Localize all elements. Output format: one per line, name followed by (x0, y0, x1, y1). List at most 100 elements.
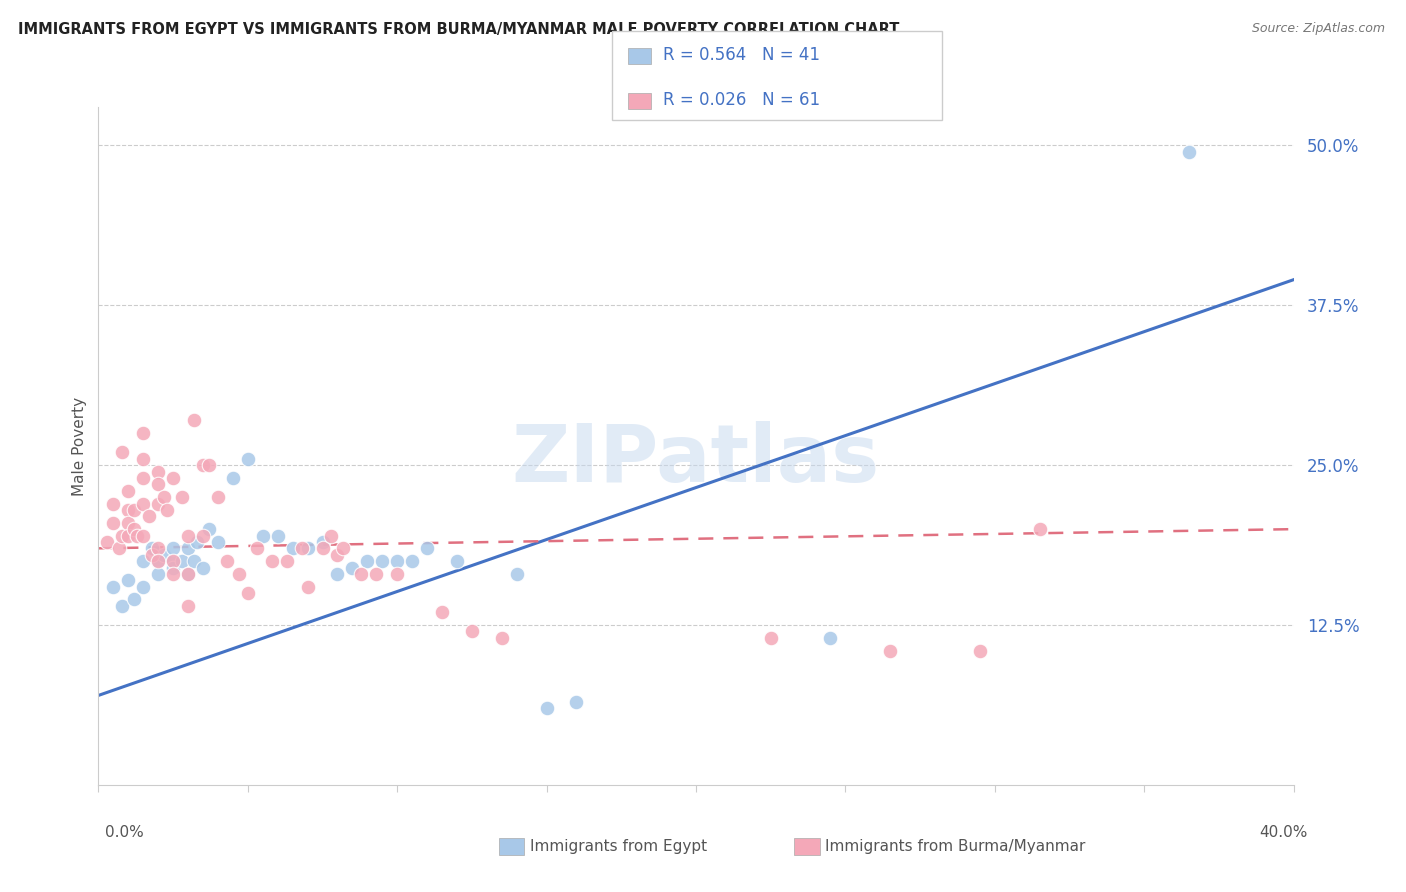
Y-axis label: Male Poverty: Male Poverty (72, 396, 87, 496)
Point (491, 631, 513, 645)
Point (148, 541, 170, 556)
Point (117, 516, 139, 530)
Point (132, 497, 155, 511)
Point (162, 554, 184, 568)
Point (124, 592, 146, 607)
Point (969, 643, 991, 657)
Point (506, 566, 529, 581)
Point (191, 528, 214, 542)
Point (820, 631, 842, 645)
Point (148, 465, 170, 479)
Point (260, 554, 283, 568)
Point (332, 541, 354, 556)
Point (536, 701, 558, 715)
Point (162, 554, 184, 568)
Point (276, 554, 298, 568)
Point (103, 516, 125, 530)
Point (177, 528, 200, 542)
Point (291, 541, 314, 556)
Point (297, 580, 319, 594)
Point (148, 497, 170, 511)
Point (111, 599, 134, 613)
Point (103, 497, 125, 511)
Point (153, 548, 176, 562)
Point (198, 458, 221, 473)
Point (108, 541, 131, 556)
Point (252, 528, 274, 542)
Point (1178, 145, 1201, 159)
Point (461, 624, 484, 639)
Point (565, 695, 588, 709)
Text: Source: ZipAtlas.com: Source: ZipAtlas.com (1251, 22, 1385, 36)
Point (148, 566, 170, 581)
Point (207, 490, 229, 504)
Point (148, 554, 170, 568)
Point (103, 580, 125, 594)
Point (132, 554, 155, 568)
Point (342, 560, 364, 574)
Point (401, 554, 423, 568)
Point (172, 554, 194, 568)
Point (156, 503, 179, 517)
Point (350, 566, 373, 581)
Point (132, 451, 155, 466)
Point (183, 554, 205, 568)
Point (430, 605, 453, 619)
Point (356, 554, 378, 568)
Point (132, 528, 155, 542)
Point (127, 528, 149, 542)
Point (228, 566, 250, 581)
Point (326, 566, 349, 581)
Point (132, 471, 155, 485)
Point (191, 560, 214, 574)
Point (311, 535, 333, 549)
Point (183, 413, 205, 427)
Point (177, 541, 200, 556)
Point (117, 528, 139, 542)
Point (177, 566, 200, 581)
Point (366, 566, 388, 581)
Point (162, 541, 184, 556)
Point (326, 548, 349, 562)
Point (222, 471, 245, 485)
Point (416, 541, 439, 556)
Point (141, 548, 163, 562)
Point (198, 522, 221, 536)
Point (148, 554, 170, 568)
Point (186, 535, 208, 549)
Point (132, 426, 155, 441)
Text: Immigrants from Egypt: Immigrants from Egypt (530, 839, 707, 854)
Point (111, 445, 134, 459)
Point (281, 541, 304, 556)
Point (153, 490, 176, 504)
Point (124, 522, 146, 536)
Point (148, 477, 170, 491)
Point (138, 509, 160, 524)
Text: 40.0%: 40.0% (1260, 825, 1308, 840)
Point (236, 586, 259, 600)
Point (311, 541, 333, 556)
Point (446, 554, 468, 568)
Text: ZIPatlas: ZIPatlas (512, 420, 880, 499)
Point (172, 490, 194, 504)
Point (117, 574, 139, 588)
Point (297, 541, 319, 556)
Point (117, 483, 139, 498)
Point (124, 503, 146, 517)
Point (759, 631, 782, 645)
Text: R = 0.564   N = 41: R = 0.564 N = 41 (662, 46, 820, 64)
Text: 0.0%: 0.0% (105, 825, 145, 840)
Point (162, 560, 184, 574)
Point (1028, 522, 1050, 536)
Point (236, 451, 259, 466)
Point (371, 554, 394, 568)
Text: IMMIGRANTS FROM EGYPT VS IMMIGRANTS FROM BURMA/MYANMAR MALE POVERTY CORRELATION : IMMIGRANTS FROM EGYPT VS IMMIGRANTS FROM… (18, 22, 900, 37)
Point (162, 566, 184, 581)
Text: Immigrants from Burma/Myanmar: Immigrants from Burma/Myanmar (825, 839, 1085, 854)
Point (191, 458, 214, 473)
Point (177, 599, 200, 613)
Text: R = 0.026   N = 61: R = 0.026 N = 61 (662, 91, 820, 109)
Point (246, 541, 269, 556)
Point (207, 535, 229, 549)
Point (215, 554, 238, 568)
